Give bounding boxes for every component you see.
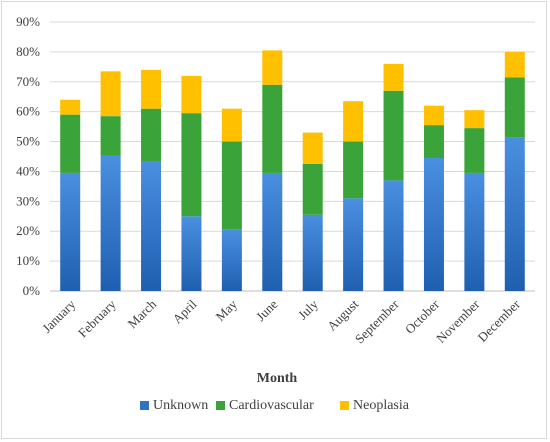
bar-neoplasia-october [423,105,444,126]
bar-cardiovascular-june [262,84,283,173]
bar-cardiovascular-may [221,141,242,230]
bar-neoplasia-august [343,101,364,142]
x-axis-label: Month [257,371,298,386]
bar-unknown-august [343,198,364,291]
legend: Unknown Cardiovascular Neoplasia [140,398,410,413]
bar-unknown-march [141,160,162,291]
gridlines [50,21,535,292]
bar-cardiovascular-february [100,116,121,156]
x-tick-label: January [39,296,79,336]
bar-neoplasia-july [302,132,323,164]
bar-unknown-december [504,137,525,291]
y-tick-label: 80% [16,44,40,59]
x-tick-label: April [170,296,200,326]
bar-neoplasia-september [383,63,404,91]
y-tick-label: 70% [16,74,40,89]
bar-neoplasia-february [100,71,121,117]
y-tick-label: 20% [16,223,40,238]
y-tick-label: 10% [16,253,40,268]
legend-label: Cardiovascular [229,398,314,413]
bar-unknown-april [181,216,202,291]
bar-cardiovascular-march [141,108,162,161]
bar-cardiovascular-july [302,163,323,215]
bar-cardiovascular-october [423,125,444,158]
bar-unknown-july [302,214,323,291]
bar-cardiovascular-august [343,141,364,199]
x-tick-label: March [125,296,160,331]
bar-neoplasia-november [464,110,485,129]
y-tick-label: 40% [16,163,40,178]
x-tick-label: November [433,296,483,346]
bar-neoplasia-march [141,69,162,109]
legend-swatch [340,401,349,410]
bar-unknown-may [221,229,242,291]
bar-cardiovascular-september [383,90,404,181]
legend-swatch [140,401,149,410]
x-tick-label: September [352,296,402,346]
y-tick-label: 60% [16,104,40,119]
bar-neoplasia-april [181,75,202,114]
legend-swatch [216,401,225,410]
bar-neoplasia-december [504,51,525,78]
bar-neoplasia-january [60,99,81,115]
y-tick-label: 0% [23,283,41,298]
bar-cardiovascular-december [504,77,525,138]
bar-unknown-september [383,180,404,291]
bars [60,50,525,291]
legend-item-unknown: Unknown [140,398,208,413]
x-tick-label: July [295,296,321,322]
y-tick-label: 30% [16,193,40,208]
bar-unknown-november [464,172,485,291]
bar-cardiovascular-january [60,114,81,173]
bar-cardiovascular-november [464,128,485,173]
x-tick-label: May [213,296,241,324]
legend-label: Neoplasia [353,398,410,413]
bar-unknown-october [423,157,444,291]
bar-unknown-june [262,172,283,291]
x-tick-label: February [75,296,119,340]
bar-neoplasia-may [221,108,242,142]
legend-item-cardiovascular: Cardiovascular [216,398,314,413]
y-tick-label: 50% [16,134,40,149]
x-tick-label: August [324,296,361,333]
legend-item-neoplasia: Neoplasia [340,398,410,413]
bar-unknown-february [100,155,121,291]
x-tick-label: December [475,296,524,345]
x-tick-label: June [253,296,281,324]
bar-unknown-january [60,172,81,291]
legend-label: Unknown [153,398,208,413]
bar-cardiovascular-april [181,113,202,217]
y-tick-label: 90% [16,14,40,29]
y-axis-ticks: 0% 10% 20% 30% 40% 50% 60% 70% 80% 90% [16,14,40,298]
bar-neoplasia-june [262,50,283,85]
